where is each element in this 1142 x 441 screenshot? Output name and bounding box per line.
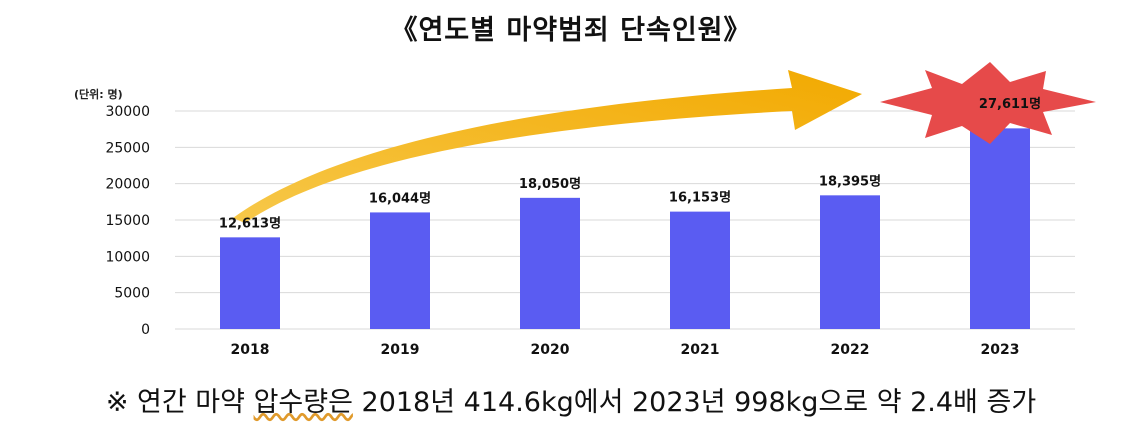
bar-2023 [970, 128, 1030, 329]
footnote-suffix: 2018년 414.6kg에서 2023년 998kg으로 약 2.4배 증가 [352, 387, 1037, 418]
bar-2021 [670, 211, 730, 329]
x-axis-ticks: 2018 2019 2020 2021 2022 2023 [231, 342, 1020, 358]
y-tick-label: 20000 [105, 177, 150, 193]
bars [220, 128, 1030, 329]
x-tick-label: 2018 [231, 342, 270, 358]
growth-arrow [233, 70, 862, 223]
bar-2018 [220, 237, 280, 329]
gridlines [175, 110, 1075, 330]
data-label: 12,613명 [219, 215, 281, 231]
bar-2020 [520, 197, 580, 329]
x-tick-label: 2023 [981, 342, 1020, 358]
bar-2019 [370, 212, 430, 329]
highlight-burst [880, 62, 1096, 144]
y-tick-label: 30000 [105, 104, 150, 120]
bar-2022 [820, 195, 880, 329]
x-tick-label: 2022 [831, 342, 870, 358]
y-tick-label: 25000 [105, 140, 150, 156]
data-label: 16,044명 [369, 190, 431, 206]
y-tick-label: 5000 [114, 286, 150, 302]
data-label: 16,153명 [669, 190, 731, 206]
y-axis-ticks: 0 5000 10000 15000 20000 25000 30000 [105, 104, 150, 338]
data-label: 18,050명 [519, 176, 581, 192]
unit-label: (단위: 명) [74, 88, 123, 101]
x-tick-label: 2020 [531, 342, 570, 358]
y-tick-label: 15000 [105, 213, 150, 229]
x-tick-label: 2021 [681, 342, 720, 358]
footnote: ※ 연간 마약 압수량은 2018년 414.6kg에서 2023년 998kg… [0, 380, 1142, 419]
data-label: 18,395명 [819, 173, 881, 189]
data-labels: 12,613명 16,044명 18,050명 16,153명 18,395명 27,61… [219, 96, 1041, 231]
footnote-underlined: 압수량은 [253, 387, 353, 418]
x-tick-label: 2019 [381, 342, 420, 358]
y-tick-label: 0 [141, 322, 150, 338]
chart-title: 《연도별 마약범죄 단속인원》 [390, 15, 752, 46]
data-label: 27,611명 [979, 96, 1041, 112]
footnote-prefix: ※ 연간 마약 [105, 387, 254, 418]
y-tick-label: 10000 [105, 249, 150, 265]
